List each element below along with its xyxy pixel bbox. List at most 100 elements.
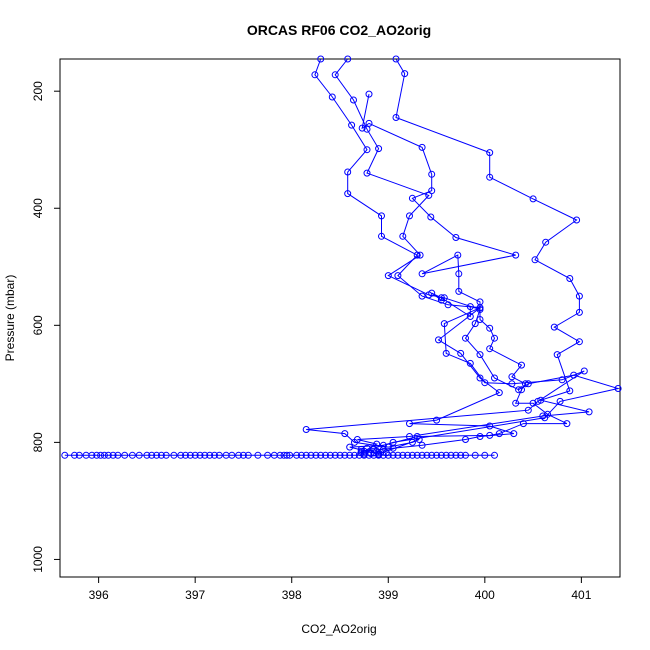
data-point	[518, 386, 525, 394]
data-point	[331, 451, 339, 459]
data-point	[495, 389, 503, 397]
data-point	[93, 451, 101, 459]
series-6	[61, 451, 498, 459]
data-point	[379, 441, 387, 449]
data-point	[302, 426, 310, 433]
data-point	[264, 451, 272, 459]
data-point	[486, 149, 494, 157]
data-point	[508, 373, 516, 381]
data-point	[363, 169, 371, 177]
data-point	[614, 385, 622, 392]
y-tick-label: 600	[31, 315, 45, 335]
data-point	[201, 451, 209, 459]
data-point	[406, 433, 413, 440]
data-point	[462, 334, 469, 342]
data-point	[348, 121, 356, 129]
data-point	[322, 451, 329, 459]
data-point	[512, 399, 520, 407]
data-point	[510, 430, 518, 438]
data-point	[121, 451, 129, 459]
data-point	[196, 451, 204, 459]
data-point	[486, 324, 494, 332]
data-point	[375, 145, 383, 153]
series-3	[353, 55, 593, 457]
data-point	[350, 96, 357, 104]
data-point	[344, 168, 352, 176]
data-point	[437, 294, 445, 302]
data-point	[170, 451, 178, 459]
data-point	[537, 396, 545, 404]
data-point	[433, 451, 441, 459]
data-point	[558, 376, 566, 384]
data-point	[529, 399, 537, 407]
data-point	[452, 234, 460, 241]
data-point	[566, 387, 574, 395]
data-point	[442, 451, 450, 459]
data-point	[353, 436, 361, 443]
data-point	[486, 173, 494, 181]
data-point	[283, 451, 291, 459]
data-point	[418, 143, 426, 151]
data-point	[416, 251, 424, 259]
x-tick-label: 399	[378, 588, 398, 602]
data-point	[235, 451, 243, 459]
data-point	[365, 90, 373, 98]
data-point	[542, 238, 550, 246]
data-point	[399, 232, 407, 240]
data-point	[186, 451, 194, 459]
data-point	[406, 212, 413, 220]
data-point	[471, 320, 479, 328]
data-point	[104, 451, 112, 459]
data-point	[286, 451, 294, 459]
data-point	[452, 451, 460, 459]
data-point	[344, 190, 352, 198]
data-point	[418, 441, 426, 449]
data-point	[239, 451, 247, 459]
y-tick-label: 800	[31, 432, 45, 452]
data-point	[518, 361, 525, 369]
data-point	[399, 451, 407, 459]
data-point	[331, 71, 339, 79]
data-point	[302, 451, 310, 459]
data-point	[437, 451, 445, 459]
series-line	[361, 292, 514, 452]
data-point	[367, 450, 375, 457]
x-tick-label: 398	[282, 588, 302, 602]
data-point	[317, 451, 325, 459]
data-point	[135, 451, 143, 459]
data-point	[423, 451, 431, 459]
data-point	[575, 338, 583, 346]
data-point	[177, 451, 185, 459]
data-point	[454, 251, 462, 259]
data-point	[244, 451, 252, 459]
data-point	[346, 451, 354, 459]
data-point	[521, 380, 529, 388]
series-5	[357, 289, 518, 455]
data-point	[413, 433, 421, 440]
series-7	[357, 444, 390, 459]
x-tick-label: 401	[571, 588, 591, 602]
data-point	[524, 406, 532, 414]
x-axis-label: CO2_AO2orig	[301, 622, 376, 636]
data-point	[401, 70, 409, 78]
data-point	[491, 374, 498, 382]
x-tick-label: 396	[89, 588, 109, 602]
data-point	[428, 289, 436, 297]
data-point	[384, 272, 392, 280]
data-point	[191, 451, 199, 459]
data-point	[575, 292, 583, 300]
data-point	[100, 451, 108, 459]
series-1	[302, 55, 588, 458]
data-point	[427, 213, 435, 221]
data-point	[215, 451, 223, 459]
data-point	[307, 451, 315, 459]
x-tick-label: 400	[475, 588, 495, 602]
data-point	[157, 451, 165, 459]
data-point	[455, 270, 463, 278]
data-point	[71, 451, 78, 459]
data-point	[563, 420, 571, 428]
data-point	[531, 256, 539, 264]
data-point	[394, 451, 402, 459]
data-point	[418, 451, 426, 459]
